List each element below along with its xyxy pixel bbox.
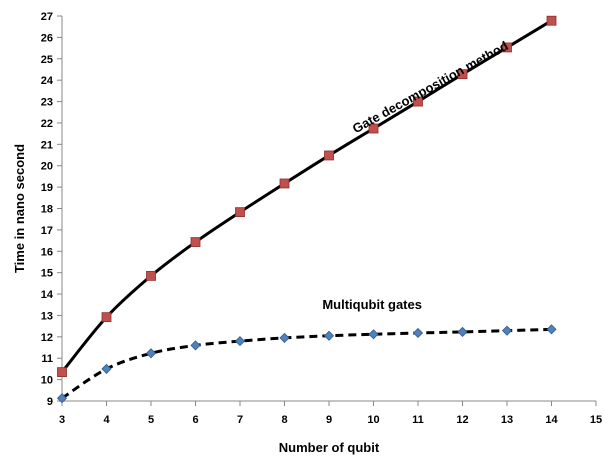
y-tick-label: 19 bbox=[41, 182, 53, 194]
y-tick-label: 11 bbox=[41, 353, 53, 365]
square-marker bbox=[279, 178, 290, 189]
square-marker bbox=[146, 270, 156, 281]
y-tick-label: 14 bbox=[41, 289, 54, 301]
y-tick-label: 16 bbox=[41, 246, 53, 258]
annotation-multiqubit-gates: Multiqubit gates bbox=[322, 297, 422, 312]
x-tick-label: 11 bbox=[412, 414, 424, 426]
y-tick-label: 12 bbox=[41, 332, 53, 344]
diamond-marker bbox=[234, 336, 246, 347]
y-tick-label: 9 bbox=[47, 396, 53, 408]
x-tick-label: 7 bbox=[237, 414, 243, 426]
x-tick-label: 3 bbox=[59, 414, 65, 426]
x-axis-title: Number of qubit bbox=[279, 440, 380, 455]
x-tick-label: 6 bbox=[192, 414, 198, 426]
diamond-marker bbox=[546, 324, 557, 335]
series-lines bbox=[60, 19, 553, 400]
square-marker bbox=[368, 123, 379, 134]
square-marker bbox=[457, 69, 468, 80]
square-marker bbox=[413, 96, 423, 107]
y-tick-label: 20 bbox=[41, 161, 53, 173]
y-tick-label: 23 bbox=[41, 97, 53, 109]
diamond-marker bbox=[323, 330, 335, 341]
diamond-marker bbox=[56, 393, 68, 404]
y-tick-label: 21 bbox=[41, 139, 53, 151]
diamond-marker bbox=[368, 329, 379, 340]
diamond-marker bbox=[501, 325, 513, 336]
diamond-marker bbox=[190, 340, 201, 351]
x-tick-label: 9 bbox=[326, 414, 332, 426]
y-tick-label: 10 bbox=[41, 375, 53, 387]
y-tick-label: 13 bbox=[41, 310, 53, 322]
y-axis-title: Time in nano second bbox=[12, 144, 27, 273]
square-marker bbox=[57, 367, 67, 378]
x-tick-label: 4 bbox=[103, 414, 110, 426]
square-marker bbox=[190, 237, 201, 247]
square-marker bbox=[101, 312, 112, 323]
x-tick-label: 10 bbox=[367, 414, 379, 426]
chart-ticks: 3 4 5 6 7 8 9 10 11 12 13 14 15 9 10 11 12 13 14 15 16 17 18 19… bbox=[41, 11, 602, 426]
x-tick-label: 13 bbox=[501, 414, 513, 426]
y-tick-label: 27 bbox=[41, 11, 53, 23]
y-tick-label: 15 bbox=[41, 268, 53, 280]
chart-axes bbox=[61, 16, 596, 402]
x-tick-label: 8 bbox=[281, 414, 287, 426]
x-tick-label: 15 bbox=[590, 414, 602, 426]
x-tick-label: 14 bbox=[545, 414, 558, 426]
y-tick-label: 18 bbox=[41, 204, 53, 216]
square-marker bbox=[235, 207, 245, 218]
square-marker bbox=[502, 42, 512, 53]
square-marker bbox=[324, 150, 334, 161]
y-tick-label: 22 bbox=[41, 118, 53, 130]
diamond-marker bbox=[412, 327, 424, 339]
square-marker bbox=[546, 15, 557, 26]
diamond-marker bbox=[457, 326, 468, 337]
series-line-1 bbox=[61, 327, 552, 400]
annotation-gate-decomposition: Gate decomposition method bbox=[350, 38, 511, 136]
y-tick-label: 26 bbox=[41, 32, 53, 44]
y-tick-label: 24 bbox=[41, 75, 54, 87]
x-tick-label: 5 bbox=[148, 414, 154, 426]
diamond-marker bbox=[101, 363, 112, 374]
diamond-marker bbox=[279, 332, 290, 343]
series-line-0 bbox=[60, 19, 553, 374]
x-tick-label: 12 bbox=[456, 414, 468, 426]
y-tick-label: 17 bbox=[41, 225, 53, 237]
y-tick-label: 25 bbox=[41, 54, 53, 66]
diamond-marker bbox=[145, 348, 157, 359]
series-markers bbox=[56, 15, 557, 404]
